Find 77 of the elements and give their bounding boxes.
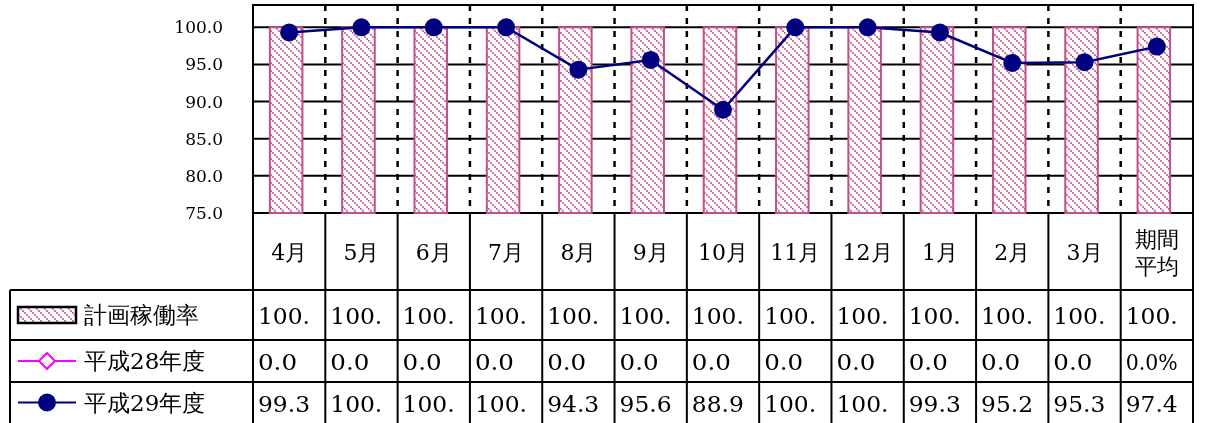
text: 0.0 xyxy=(547,349,584,375)
point xyxy=(1075,53,1094,72)
data-label: 100. xyxy=(402,390,455,417)
data-label: 100. xyxy=(836,303,889,329)
data-label: 100. xyxy=(1125,303,1178,329)
y-tick-label: 75.0 xyxy=(185,203,223,223)
text: 0.0 xyxy=(474,349,512,375)
data-label: 100. xyxy=(691,303,744,329)
point xyxy=(1003,53,1022,72)
data-label: 95.3 xyxy=(1053,390,1106,417)
data-label: 100. xyxy=(330,390,383,417)
data-label: 95.2 xyxy=(981,390,1034,417)
x-tick-label: 6月 xyxy=(415,239,452,265)
legend-item: 平成28年度 xyxy=(17,348,206,374)
data-label: 100. xyxy=(258,303,310,329)
x-tick-label: 10月 xyxy=(698,239,748,265)
text: 0.0 xyxy=(330,349,367,375)
x-tick-label: 期間平均 xyxy=(1134,226,1179,279)
point xyxy=(352,18,371,37)
data-label: 100. xyxy=(474,303,527,329)
x-tick-label: 11月 xyxy=(770,239,821,265)
x-tick-label: 4月 xyxy=(271,239,308,265)
text: 0.0 xyxy=(402,349,440,375)
point xyxy=(786,18,805,37)
legend-label: 平成29年度 xyxy=(84,389,206,416)
data-label: 97.4 xyxy=(1125,390,1178,417)
data-label: 94.3 xyxy=(547,390,600,417)
y-tick-label: 95.0 xyxy=(185,54,223,75)
point xyxy=(930,23,949,42)
legend-label: 計画稼働率 xyxy=(84,302,199,328)
text: 0.0 xyxy=(619,349,657,375)
point xyxy=(1147,37,1166,56)
text: 0.0 xyxy=(258,349,295,375)
y-tick-label: 80.0 xyxy=(185,165,223,186)
point xyxy=(569,60,588,79)
text: 0.0 xyxy=(764,349,801,375)
data-label: 100. xyxy=(547,303,600,329)
y-tick-label: 100.0 xyxy=(174,17,223,38)
x-tick-label: 8月 xyxy=(560,239,597,265)
point xyxy=(714,100,732,119)
data-label: 100. xyxy=(981,303,1034,329)
x-tick-label: 5月 xyxy=(343,239,380,265)
x-tick-label: 1月 xyxy=(921,239,958,265)
data-label: 100. xyxy=(836,390,889,417)
point xyxy=(858,18,877,37)
point xyxy=(280,23,299,42)
point xyxy=(497,18,516,37)
legend-label: 平成28年度 xyxy=(84,348,206,374)
text: 0.0 xyxy=(691,349,729,375)
point xyxy=(641,50,660,69)
text: 0.0 xyxy=(836,349,874,375)
data-label: 100. xyxy=(764,390,817,417)
x-tick-label: 2月 xyxy=(994,239,1031,265)
data-label: 100. xyxy=(330,303,383,329)
data-label: 99.3 xyxy=(258,390,310,417)
data-label: 100. xyxy=(908,303,961,329)
y-tick-label: 85.0 xyxy=(185,128,223,149)
text: 0.0 xyxy=(908,349,946,375)
x-tick-label: 12月 xyxy=(842,239,893,265)
data-label: 95.6 xyxy=(619,390,672,417)
x-tick-label: 9月 xyxy=(632,239,669,265)
data-label: 100. xyxy=(619,303,672,329)
data-label: 100. xyxy=(764,303,817,329)
data-label: 100. xyxy=(402,303,455,329)
data-label: 88.9 xyxy=(691,390,744,417)
text: 0.0 xyxy=(981,349,1018,375)
x-tick-label: 7月 xyxy=(488,239,525,265)
point xyxy=(424,18,443,37)
x-tick-label: 3月 xyxy=(1066,239,1103,265)
legend-item: 平成29年度 xyxy=(17,389,206,416)
legend-item: 計画稼働率 xyxy=(16,302,199,328)
text: 0.0 xyxy=(1053,349,1090,375)
y-tick-label: 90.0 xyxy=(185,91,223,112)
data-label: 100. xyxy=(474,390,527,417)
data-label: 100. xyxy=(1053,303,1106,329)
text: 0.0% xyxy=(1125,349,1185,375)
data-label: 99.3 xyxy=(908,390,961,417)
